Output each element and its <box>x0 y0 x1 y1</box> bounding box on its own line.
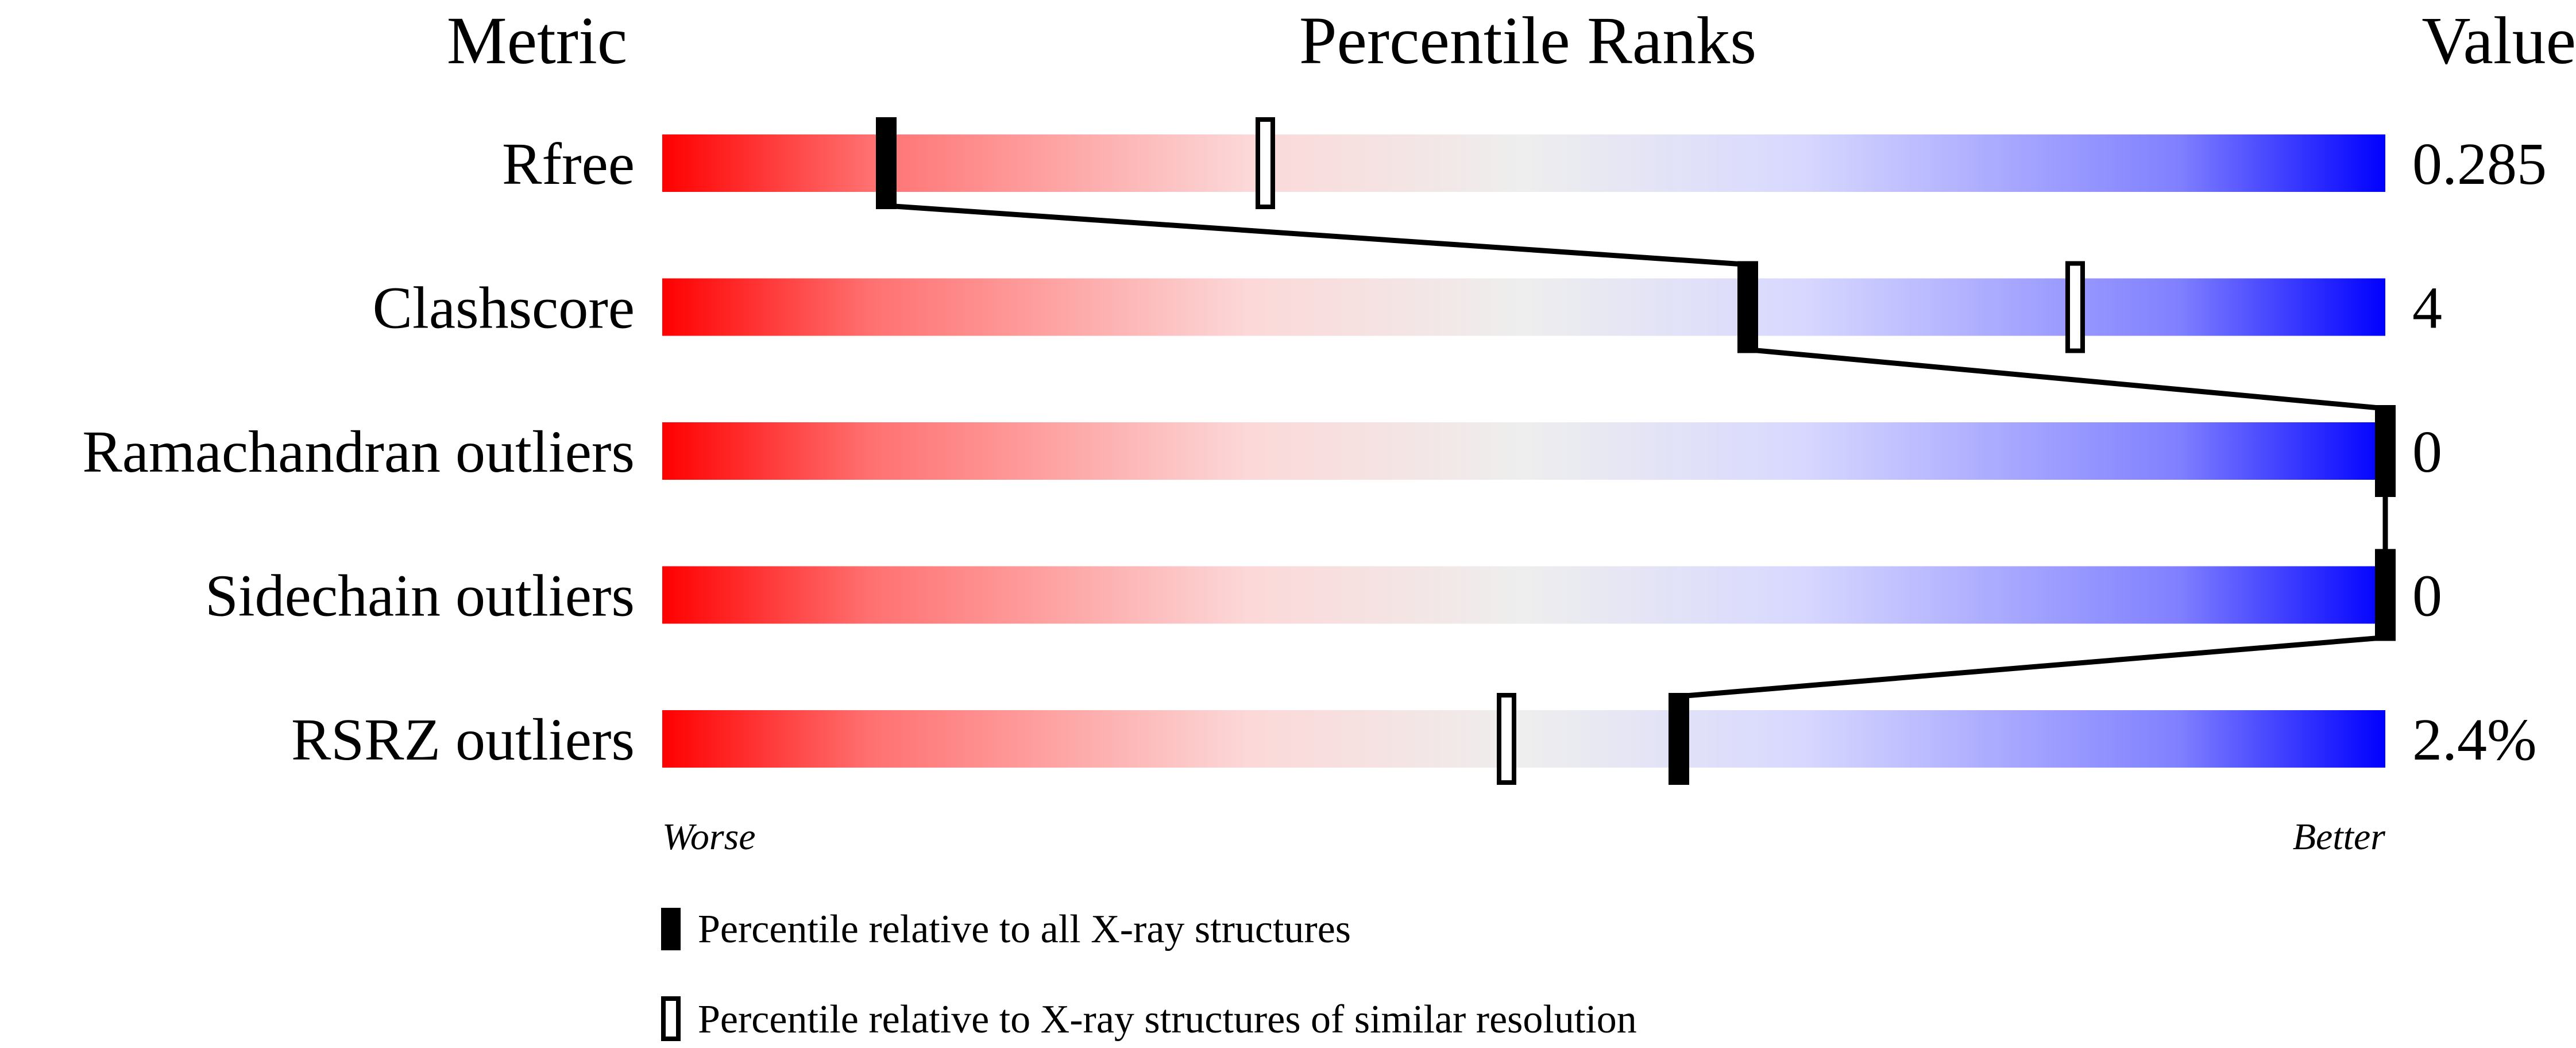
marker-all-structures <box>876 117 897 209</box>
percentile-bar <box>662 422 2385 480</box>
percentile-bar <box>662 710 2385 768</box>
legend-marker-similar <box>661 996 681 1041</box>
metric-value: 0 <box>2412 563 2442 629</box>
connector-line <box>886 203 1748 267</box>
header-value: Value <box>2421 3 2576 78</box>
marker-similar-resolution <box>1256 117 1275 209</box>
metric-value: 2.4% <box>2412 707 2537 773</box>
legend-label-all: Percentile relative to all X-ray structu… <box>698 907 1351 951</box>
metric-label: Clashscore <box>373 275 635 341</box>
metric-value: 4 <box>2412 275 2442 341</box>
header-percentile-ranks: Percentile Ranks <box>1299 3 1756 78</box>
metric-label: RSRZ outliers <box>291 707 635 773</box>
axis-label-worse: Worse <box>662 816 756 858</box>
metric-value: 0 <box>2412 419 2442 485</box>
percentile-bar <box>662 566 2385 624</box>
metric-label: Rfree <box>502 131 635 197</box>
legend-label-similar: Percentile relative to X-ray structures … <box>698 997 1637 1042</box>
marker-all-structures <box>1669 693 1689 785</box>
percentile-bar <box>662 278 2385 336</box>
marker-all-structures <box>1737 261 1758 353</box>
connector-line <box>1747 347 2386 411</box>
marker-similar-resolution <box>1497 693 1516 785</box>
connector-line <box>1678 635 2386 699</box>
header-metric: Metric <box>447 3 628 78</box>
marker-all-structures <box>2375 549 2396 641</box>
metric-label: Sidechain outliers <box>205 563 635 629</box>
metric-label: Ramachandran outliers <box>82 419 635 485</box>
percentile-bar <box>662 134 2385 192</box>
metric-value: 0.285 <box>2412 131 2547 197</box>
marker-similar-resolution <box>2065 261 2085 353</box>
marker-all-structures <box>2375 405 2396 497</box>
axis-label-better: Better <box>2293 816 2386 858</box>
legend-marker-all <box>661 908 681 950</box>
